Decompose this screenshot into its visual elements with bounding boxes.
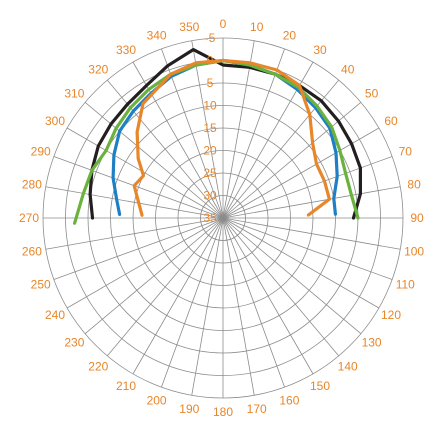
angle-tick-labels: 0 102030405060708090100110120130140150160… [19, 17, 424, 419]
angle-tick-label: 140 [338, 360, 358, 374]
angle-tick-label: 90 [410, 211, 424, 225]
angle-tick-label: 250 [31, 277, 51, 291]
angle-tick-label: 30 [313, 43, 327, 57]
radial-tick-label: 5 [207, 76, 214, 90]
radial-tick-label: 15 [203, 121, 217, 135]
grid-spoke [161, 217, 224, 388]
grid-spoke [222, 186, 401, 219]
angle-tick-label: 270 [19, 211, 39, 225]
series-line-1 [88, 47, 362, 220]
angle-tick-label: 350 [179, 20, 199, 34]
series-line-4 [132, 58, 331, 217]
radial-tick-label: 10 [203, 99, 217, 113]
grid-spoke [222, 217, 340, 357]
grid-spoke [191, 40, 224, 219]
series-layer [72, 47, 362, 225]
grid-spoke [222, 217, 314, 375]
angle-tick-label: 220 [88, 360, 108, 374]
grid-spoke [222, 217, 362, 335]
grid-spoke [132, 217, 224, 375]
grid-spoke [222, 48, 285, 219]
grid-spoke [84, 217, 224, 335]
angle-tick-label: 300 [45, 114, 65, 128]
angle-tick-label: 260 [22, 245, 42, 259]
radial-tick-label: -5 [205, 31, 216, 45]
angle-tick-label: 280 [22, 177, 42, 191]
grid-spoke [222, 217, 401, 250]
angle-tick-label: 50 [365, 86, 379, 100]
angle-tick-label: 330 [116, 43, 136, 57]
angle-tick-label: 10 [250, 20, 264, 34]
grid-layer [42, 37, 404, 399]
angle-tick-label: 320 [88, 62, 108, 76]
grid-spoke [222, 40, 255, 219]
angle-tick-label: 130 [362, 336, 382, 350]
angle-tick-label: 150 [310, 379, 330, 393]
radial-tick-label: 20 [203, 144, 217, 158]
angle-tick-label: 180 [213, 405, 233, 419]
angle-tick-label: 70 [399, 145, 413, 159]
grid-spoke [222, 79, 340, 219]
grid-spoke [66, 127, 224, 219]
angle-tick-label: 160 [279, 393, 299, 407]
angle-tick-label: 190 [179, 402, 199, 416]
angle-tick-label: 290 [31, 145, 51, 159]
radial-tick-labels: -5 0 5 10 15 20 25 30 35 [203, 31, 217, 225]
radial-tick-label: 25 [203, 166, 217, 180]
angle-tick-label: 80 [407, 177, 421, 191]
grid-spoke [222, 156, 393, 219]
angle-tick-label: 210 [116, 379, 136, 393]
grid-spoke [45, 186, 224, 219]
angle-tick-label: 230 [64, 336, 84, 350]
radial-tick-label: 0 [207, 54, 214, 68]
grid-spoke [106, 217, 224, 357]
angle-tick-label: 200 [147, 393, 167, 407]
grid-spoke [222, 217, 285, 388]
grid-spoke [53, 217, 224, 280]
angle-tick-label: 340 [147, 29, 167, 43]
grid-spoke [53, 156, 224, 219]
angle-tick-label: 170 [247, 402, 267, 416]
angle-tick-label: 310 [64, 86, 84, 100]
angle-tick-label: 40 [341, 62, 355, 76]
grid-spoke [84, 101, 224, 219]
radial-tick-label: 30 [203, 189, 217, 203]
angle-tick-label: 60 [384, 114, 398, 128]
angle-tick-label: 100 [404, 245, 424, 259]
angle-tick-label: 240 [45, 308, 65, 322]
grid-spoke [45, 217, 224, 250]
angle-tick-label: 120 [381, 308, 401, 322]
grid-spoke [222, 217, 255, 396]
angle-tick-label: 20 [283, 29, 297, 43]
grid-spoke [66, 217, 224, 309]
grid-spoke [222, 217, 380, 309]
angle-tick-label: 110 [396, 277, 415, 291]
radial-tick-label: 35 [203, 211, 217, 225]
angle-tick-label: 0 [220, 17, 227, 31]
grid-spoke [222, 217, 393, 280]
grid-spoke [191, 217, 224, 396]
